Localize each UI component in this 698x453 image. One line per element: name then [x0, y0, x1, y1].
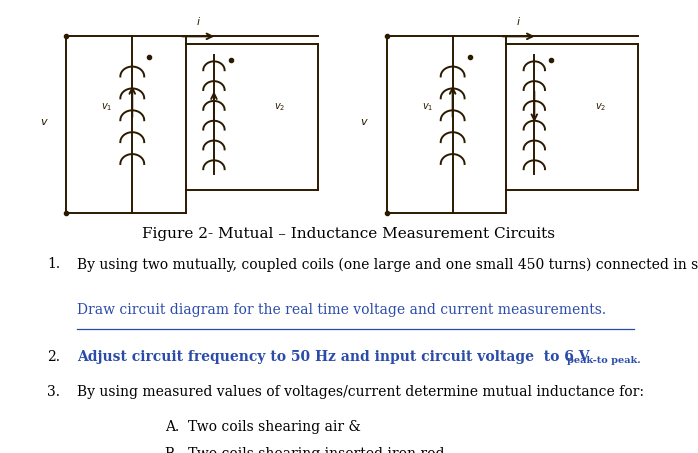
Text: $v$: $v$: [360, 117, 369, 127]
Text: peak-to peak.: peak-to peak.: [567, 356, 641, 365]
Text: By using two mutually, coupled coils (one large and one small 450 turns) connect: By using two mutually, coupled coils (on…: [77, 257, 698, 272]
Text: By using measured values of voltages/current determine mutual inductance for:: By using measured values of voltages/cur…: [77, 385, 644, 399]
Text: A.  Two coils shearing air &: A. Two coils shearing air &: [165, 420, 361, 434]
Text: 3.: 3.: [47, 385, 60, 399]
Text: $v_1$: $v_1$: [101, 101, 113, 113]
Text: Draw circuit diagram for the real time voltage and current measurements.: Draw circuit diagram for the real time v…: [77, 303, 606, 317]
Text: 2.: 2.: [47, 350, 60, 364]
Text: $i$: $i$: [195, 15, 201, 27]
Text: $v_2$: $v_2$: [274, 101, 285, 113]
Text: $i$: $i$: [516, 15, 521, 27]
Text: $v_1$: $v_1$: [422, 101, 433, 113]
Text: $v$: $v$: [40, 117, 49, 127]
Text: $v_2$: $v_2$: [595, 101, 606, 113]
Text: B.  Two coils shearing inserted iron rod.: B. Two coils shearing inserted iron rod.: [165, 447, 449, 453]
Text: Figure 2- Mutual – Inductance Measurement Circuits: Figure 2- Mutual – Inductance Measuremen…: [142, 227, 556, 241]
Text: 1.: 1.: [47, 257, 60, 271]
Text: Adjust circuit frequency to 50 Hz and input circuit voltage  to 6 V: Adjust circuit frequency to 50 Hz and in…: [77, 350, 589, 364]
